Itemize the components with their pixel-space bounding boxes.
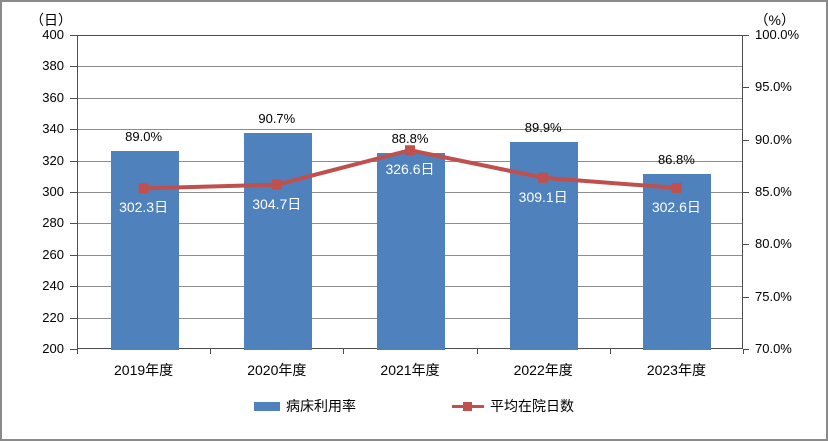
left-axis-tick (70, 349, 77, 350)
bar-value-label: 88.8% (391, 131, 429, 147)
left-axis-tick (70, 160, 77, 162)
legend-bar-swatch-icon (254, 401, 280, 411)
bar (377, 153, 445, 350)
right-axis-tick (743, 244, 749, 246)
bar-value-label: 86.8% (657, 152, 695, 168)
x-axis-category-label: 2023年度 (646, 362, 706, 378)
left-axis-tick (70, 97, 77, 99)
line-value-label: 304.7日 (252, 195, 302, 212)
left-axis-tick-label: 400 (42, 27, 64, 42)
x-axis-tick (476, 349, 478, 354)
line-point-marker (671, 182, 682, 193)
left-axis-tick-label: 300 (42, 184, 64, 199)
left-axis-tick-label: 360 (42, 89, 64, 105)
left-axis-tick-label: 240 (42, 278, 64, 294)
right-axis-tick-label: 70.0% (755, 341, 792, 356)
left-axis-tick-label: 200 (42, 341, 64, 356)
x-axis-tick (609, 349, 611, 354)
left-axis-tick (70, 317, 77, 319)
legend-line-marker-icon (452, 401, 484, 412)
x-axis-tick (77, 349, 78, 354)
legend-marker-icon (463, 401, 472, 411)
right-axis-tick (743, 35, 749, 36)
left-axis-tick (70, 129, 77, 131)
gridline (78, 97, 742, 99)
left-axis-tick-label: 280 (42, 215, 64, 231)
right-axis-tick-label: 95.0% (755, 79, 792, 95)
left-axis-tick-label: 320 (42, 152, 64, 168)
right-axis-tick (743, 192, 749, 193)
bar-value-label: 89.0% (125, 129, 163, 145)
legend: 病床利用率 平均在院日数 (2, 396, 826, 416)
legend-label: 平均在院日数 (490, 398, 574, 414)
legend-item: 病床利用率 (254, 396, 356, 416)
gridline (78, 66, 742, 68)
bar-value-label: 90.7% (258, 111, 296, 127)
left-axis-tick (70, 35, 77, 36)
x-axis-tick (343, 349, 345, 354)
right-axis-tick (743, 87, 749, 89)
bar (643, 174, 712, 350)
line-value-label: 302.3日 (119, 199, 169, 216)
x-axis-category-label: 2020年度 (247, 362, 307, 378)
x-axis-tick (210, 349, 212, 354)
left-axis-tick (70, 66, 77, 68)
right-axis-tick (743, 349, 749, 350)
line-value-label: 326.6日 (385, 161, 435, 178)
bar (243, 133, 312, 350)
left-axis-tick (70, 223, 77, 225)
right-axis-tick-label: 90.0% (755, 131, 792, 147)
right-axis-tick (743, 296, 749, 298)
left-axis-unit-label: （日） (30, 12, 72, 28)
legend-label: 病床利用率 (286, 398, 356, 414)
line-point-marker (538, 172, 549, 183)
line-point-marker (271, 179, 282, 190)
legend-item: 平均在院日数 (452, 396, 574, 416)
left-axis-tick (70, 286, 77, 288)
left-axis-tick-label: 260 (42, 246, 64, 262)
bar-value-label: 89.9% (524, 119, 562, 135)
left-axis-tick-label: 340 (42, 121, 64, 137)
gridline (78, 129, 742, 131)
left-axis-tick-label: 220 (42, 309, 64, 325)
plot-area (77, 35, 743, 350)
right-axis-tick-label: 75.0% (755, 288, 792, 304)
x-axis-category-label: 2019年度 (114, 362, 174, 378)
x-axis-category-label: 2022年度 (513, 362, 573, 378)
right-axis-tick-label: 100.0% (755, 27, 800, 42)
right-axis-unit-label: （%） (754, 12, 795, 28)
right-axis-tick-label: 80.0% (755, 236, 792, 252)
right-axis-tick (743, 139, 749, 141)
line-point-marker (138, 183, 149, 194)
line-point-marker (405, 145, 415, 156)
line-series (138, 145, 682, 194)
x-axis-category-label: 2021年度 (380, 362, 440, 378)
left-axis-tick (70, 254, 77, 256)
x-axis-tick (743, 349, 744, 354)
left-axis-tick-label: 380 (42, 58, 64, 74)
line-value-label: 302.6日 (651, 198, 701, 215)
line-value-label: 309.1日 (518, 188, 568, 205)
right-axis-tick-label: 85.0% (755, 184, 792, 199)
left-axis-tick (70, 192, 77, 193)
